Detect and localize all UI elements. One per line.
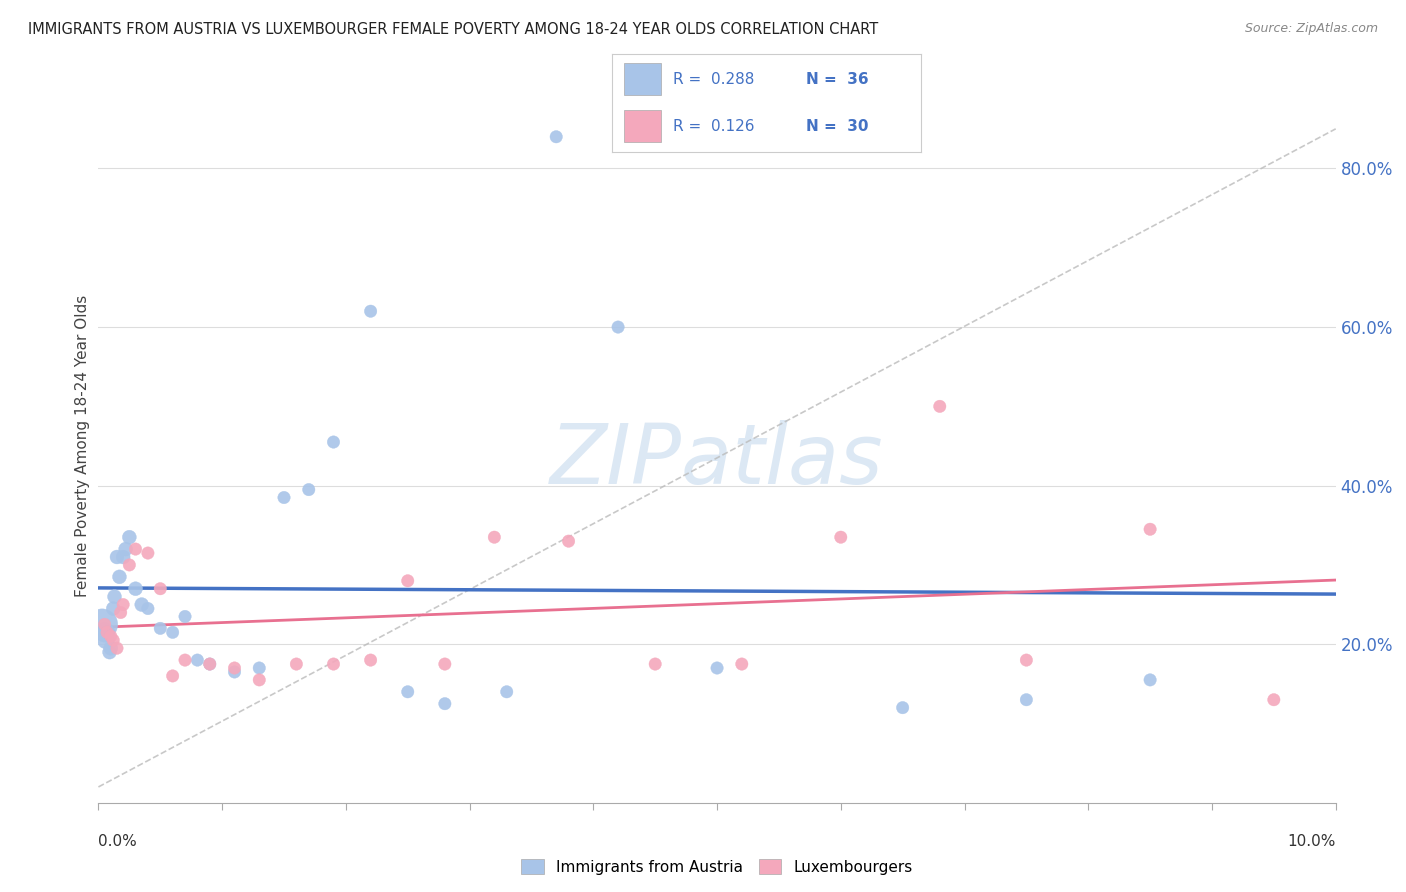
Point bbox=[360, 653, 382, 667]
Point bbox=[98, 645, 121, 659]
Point bbox=[103, 590, 125, 604]
Point bbox=[118, 558, 141, 572]
Point bbox=[112, 549, 135, 564]
Text: R =  0.288: R = 0.288 bbox=[673, 71, 755, 87]
Text: N =  30: N = 30 bbox=[807, 119, 869, 134]
Point bbox=[94, 633, 117, 648]
Point bbox=[124, 542, 146, 557]
Point bbox=[103, 633, 125, 648]
Text: IMMIGRANTS FROM AUSTRIA VS LUXEMBOURGER FEMALE POVERTY AMONG 18-24 YEAR OLDS COR: IMMIGRANTS FROM AUSTRIA VS LUXEMBOURGER … bbox=[28, 22, 879, 37]
Text: N =  36: N = 36 bbox=[807, 71, 869, 87]
FancyBboxPatch shape bbox=[624, 63, 661, 95]
Point bbox=[298, 483, 321, 497]
Point bbox=[830, 530, 852, 544]
Point bbox=[484, 530, 506, 544]
Point bbox=[224, 661, 246, 675]
Point bbox=[1263, 692, 1285, 706]
Point bbox=[644, 657, 666, 671]
Point bbox=[322, 657, 344, 671]
Point bbox=[105, 549, 128, 564]
Point bbox=[360, 304, 382, 318]
Point bbox=[731, 657, 754, 671]
Point bbox=[706, 661, 728, 675]
Point bbox=[1015, 653, 1038, 667]
Point bbox=[112, 598, 135, 612]
Point bbox=[495, 685, 517, 699]
Point bbox=[96, 625, 118, 640]
Point bbox=[118, 530, 141, 544]
Point bbox=[186, 653, 208, 667]
Point bbox=[93, 625, 115, 640]
Point bbox=[162, 669, 184, 683]
Point bbox=[124, 582, 146, 596]
Point bbox=[96, 625, 118, 640]
Point bbox=[100, 641, 122, 656]
Point bbox=[110, 606, 132, 620]
Point bbox=[174, 609, 197, 624]
Point bbox=[322, 435, 344, 450]
Y-axis label: Female Poverty Among 18-24 Year Olds: Female Poverty Among 18-24 Year Olds bbox=[75, 295, 90, 597]
Text: 0.0%: 0.0% bbox=[98, 834, 138, 849]
Point bbox=[174, 653, 197, 667]
Point bbox=[131, 598, 153, 612]
Point bbox=[285, 657, 308, 671]
Point bbox=[928, 400, 950, 414]
Point bbox=[198, 657, 221, 671]
Point bbox=[1015, 692, 1038, 706]
Point bbox=[433, 697, 456, 711]
Point bbox=[557, 534, 579, 549]
FancyBboxPatch shape bbox=[624, 111, 661, 142]
Text: 10.0%: 10.0% bbox=[1288, 834, 1336, 849]
Point bbox=[607, 320, 630, 334]
Point bbox=[103, 601, 125, 615]
Point bbox=[198, 657, 221, 671]
Legend: Immigrants from Austria, Luxembourgers: Immigrants from Austria, Luxembourgers bbox=[515, 853, 920, 880]
Point bbox=[396, 574, 419, 588]
Point bbox=[891, 700, 914, 714]
Point bbox=[247, 673, 270, 687]
Point bbox=[546, 129, 568, 144]
Point bbox=[162, 625, 184, 640]
Point bbox=[105, 641, 128, 656]
Text: ZIPatlas: ZIPatlas bbox=[550, 420, 884, 500]
Point bbox=[1139, 673, 1161, 687]
Point bbox=[247, 661, 270, 675]
Point bbox=[114, 542, 136, 557]
Text: Source: ZipAtlas.com: Source: ZipAtlas.com bbox=[1244, 22, 1378, 36]
Point bbox=[396, 685, 419, 699]
Point bbox=[136, 546, 159, 560]
Point bbox=[433, 657, 456, 671]
Point bbox=[108, 570, 131, 584]
Point bbox=[91, 617, 114, 632]
Text: R =  0.126: R = 0.126 bbox=[673, 119, 755, 134]
Point bbox=[149, 621, 172, 635]
Point bbox=[100, 629, 122, 643]
Point bbox=[1139, 522, 1161, 536]
Point bbox=[149, 582, 172, 596]
Point bbox=[136, 601, 159, 615]
Point bbox=[224, 665, 246, 679]
Point bbox=[93, 617, 115, 632]
Point bbox=[273, 491, 295, 505]
